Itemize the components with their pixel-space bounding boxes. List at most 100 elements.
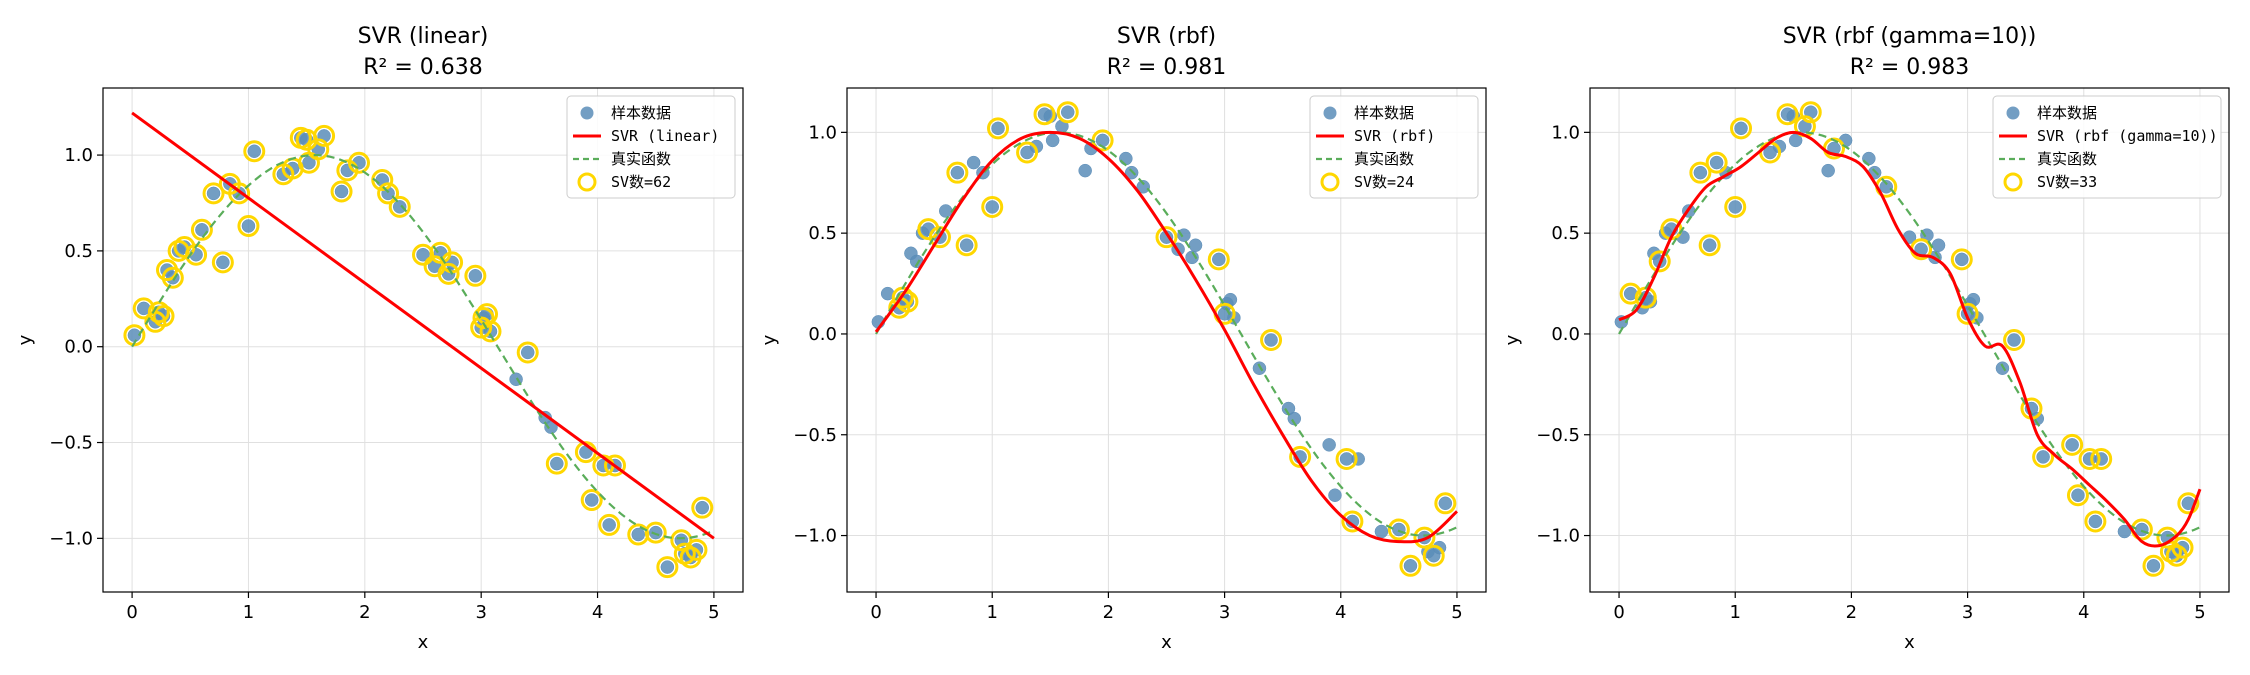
sample-point bbox=[1188, 238, 1203, 252]
sample-point bbox=[1322, 438, 1336, 452]
sample-point bbox=[2088, 514, 2103, 529]
sv-ring bbox=[1705, 151, 1728, 174]
sample-point bbox=[1339, 452, 1354, 466]
sv-ring bbox=[1056, 101, 1079, 124]
sv-ring bbox=[1776, 103, 1799, 126]
x-tick-label: 0 bbox=[870, 602, 881, 623]
sample-point bbox=[2065, 438, 2079, 452]
sv-ring bbox=[1155, 226, 1178, 249]
x-tick-label: 5 bbox=[2194, 602, 2205, 623]
sample-point bbox=[550, 456, 564, 471]
x-tick-label: 2 bbox=[1846, 602, 1857, 623]
sample-point bbox=[1728, 200, 1742, 214]
sv-ring bbox=[670, 529, 693, 552]
legend-sv-marker bbox=[577, 172, 597, 192]
sv-ring bbox=[437, 262, 460, 285]
chart-title: SVR (rbf) bbox=[1117, 24, 1216, 49]
sv-ring bbox=[2156, 526, 2179, 549]
sv-ring bbox=[307, 138, 330, 161]
y-tick-label: 1.0 bbox=[808, 122, 837, 143]
sample-point bbox=[1328, 488, 1342, 502]
y-tick-label: 0.0 bbox=[1551, 324, 1580, 345]
sv-ring bbox=[1260, 329, 1283, 351]
sample-point bbox=[1392, 522, 1406, 537]
sample-point bbox=[660, 560, 675, 574]
sample-point bbox=[2036, 450, 2050, 464]
sample-point bbox=[985, 200, 999, 214]
chart-subtitle: R² = 0.981 bbox=[1107, 55, 1227, 80]
sv-ring bbox=[604, 454, 626, 477]
sample-point bbox=[2117, 524, 2132, 539]
sample-point bbox=[648, 525, 663, 540]
sample-point bbox=[247, 144, 262, 158]
sample-point bbox=[1060, 105, 1075, 119]
sv-ring bbox=[2177, 492, 2200, 515]
plot-area bbox=[871, 101, 1459, 577]
sample-point bbox=[1095, 133, 1110, 148]
sample-point bbox=[1709, 155, 1724, 170]
legend-sample-marker bbox=[1323, 106, 1337, 120]
legend-label: 真实函数 bbox=[611, 150, 671, 168]
sv-ring bbox=[2171, 536, 2194, 559]
sample-point bbox=[1821, 163, 1835, 178]
sv-ring bbox=[2061, 433, 2084, 456]
sv-ring bbox=[161, 266, 184, 289]
legend-sample-marker bbox=[2006, 106, 2020, 120]
sample-point bbox=[216, 255, 230, 270]
y-tick-label: 1.0 bbox=[1551, 122, 1580, 143]
sample-point bbox=[1702, 238, 1717, 252]
sv-ring bbox=[1950, 248, 1973, 271]
y-tick-label: −0.5 bbox=[49, 433, 93, 454]
sample-point bbox=[584, 493, 599, 507]
svr-fit-line bbox=[874, 130, 1459, 544]
x-tick-label: 4 bbox=[1335, 602, 1346, 623]
x-tick-label: 2 bbox=[359, 602, 370, 623]
sv-ring bbox=[580, 489, 603, 512]
sv-ring bbox=[152, 305, 175, 328]
sample-point bbox=[1078, 163, 1092, 178]
sv-ring bbox=[955, 234, 978, 257]
sv-ring bbox=[211, 251, 234, 274]
sample-point bbox=[2007, 333, 2021, 347]
legend-label: SV数=33 bbox=[2037, 173, 2097, 191]
sv-ring bbox=[147, 301, 170, 324]
sv-ring bbox=[2032, 445, 2055, 468]
x-tick-label: 0 bbox=[1613, 602, 1624, 623]
legend-label: 样本数据 bbox=[611, 104, 671, 122]
x-tick-label: 3 bbox=[1219, 602, 1230, 623]
axes-frame bbox=[102, 87, 744, 593]
sample-point bbox=[520, 345, 535, 360]
sample-point bbox=[602, 518, 616, 532]
sample-point bbox=[1879, 180, 1894, 194]
sv-ring bbox=[237, 214, 260, 237]
sv-ring bbox=[1033, 103, 1056, 126]
sample-point bbox=[302, 155, 316, 170]
legend-label: SV数=24 bbox=[1354, 173, 1414, 191]
panel-rbf-gamma10: 0 1 2 3 4 5 −1.0 −0.5 0.0 0.5 1.0 x y SVR (rbf (gamma… bbox=[1502, 24, 2230, 653]
x-axis-label: x bbox=[1161, 632, 1172, 653]
y-tick-label: 0.0 bbox=[808, 324, 837, 345]
sv-ring bbox=[516, 341, 539, 364]
sv-ring bbox=[1399, 554, 1422, 577]
sample-point bbox=[1438, 496, 1453, 511]
x-tick-label: 1 bbox=[243, 602, 254, 623]
x-tick-label: 0 bbox=[126, 602, 137, 623]
legend-sv-marker bbox=[1320, 172, 1340, 192]
axes-frame bbox=[846, 87, 1487, 593]
sv-ring bbox=[173, 236, 196, 259]
x-tick-label: 1 bbox=[987, 602, 998, 623]
y-axis-label: y bbox=[1502, 334, 1523, 345]
sv-ring bbox=[2078, 447, 2101, 470]
sv-ring bbox=[2003, 329, 2026, 351]
panel-rbf: 0 1 2 3 4 5 −1.0 −0.5 0.0 0.5 1.0 x y SVR (rbf) R² = 0… bbox=[759, 24, 1487, 653]
sample-point bbox=[468, 269, 483, 283]
sv-ring bbox=[479, 320, 502, 343]
sample-point bbox=[334, 184, 349, 199]
sample-point bbox=[2135, 522, 2149, 537]
sv-ring bbox=[1413, 526, 1436, 549]
sample-point bbox=[1403, 559, 1418, 573]
sv-ring bbox=[1289, 445, 1312, 468]
y-tick-label: 1.0 bbox=[64, 145, 93, 166]
sv-ring bbox=[388, 195, 411, 218]
